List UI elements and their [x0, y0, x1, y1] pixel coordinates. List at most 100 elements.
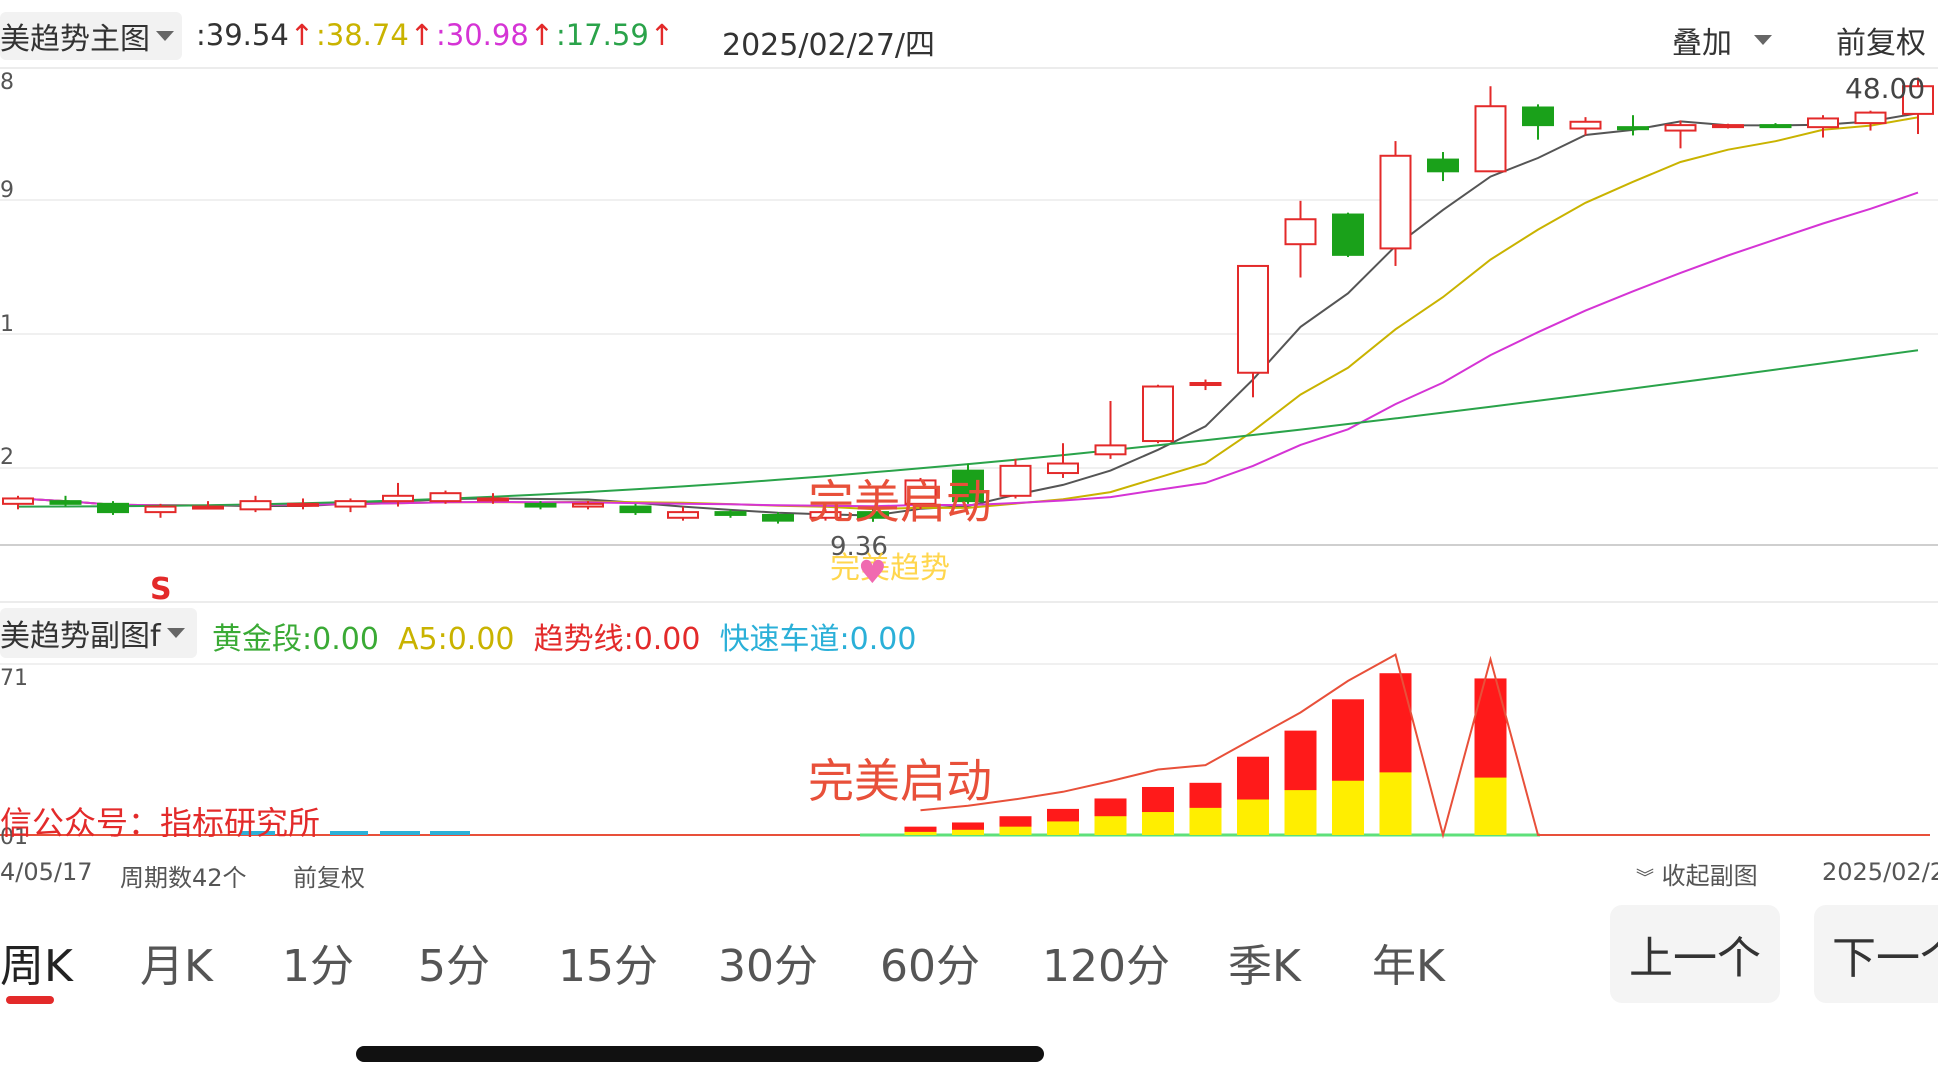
sub-bar-yellow [1474, 777, 1507, 835]
main-indicator-select[interactable]: 美趋势主图 [0, 12, 182, 60]
tab-1min[interactable]: 1分 [282, 941, 354, 992]
candle-body [1237, 264, 1269, 374]
golden-section-value: 黄金段:0.00 [212, 622, 379, 657]
end-date: 2025/02/2 [1822, 858, 1938, 886]
candle-body [1142, 385, 1174, 443]
tab-15min[interactable]: 15分 [558, 941, 658, 992]
watermark-text: 信公众号：指标研究所 [0, 804, 321, 842]
candle-body [1332, 213, 1364, 256]
candle-body [382, 494, 414, 503]
candle-body [97, 502, 129, 514]
home-indicator[interactable] [356, 1046, 1044, 1062]
candle-body [1617, 126, 1649, 131]
chevron-down-icon [1754, 35, 1772, 45]
tab-30min[interactable]: 30分 [718, 941, 818, 992]
candle-body [1759, 124, 1792, 129]
prev-stock-button[interactable]: 上一个 [1610, 905, 1780, 1003]
tab-yearly[interactable]: 年K [1372, 941, 1445, 992]
adjust-button[interactable]: 前复权 [1836, 18, 1926, 62]
ma10-value: :38.74↑ [316, 18, 435, 52]
candle-body [952, 469, 984, 503]
ma5-value: :39.54↑ [196, 18, 315, 52]
y-tick: 9 [0, 178, 14, 203]
sub-annotation-perfect-start: 完美启动 [808, 754, 992, 808]
sub-indicator-values: 黄金段:0.00 A5:0.00 趋势线:0.00 快速车道:0.00 [212, 614, 916, 658]
candle-body [192, 505, 224, 510]
trend-line-value: 趋势线:0.00 [533, 622, 701, 657]
chevron-down-icon [166, 628, 185, 638]
candle-body [572, 502, 604, 508]
candle-body [714, 511, 747, 516]
main-indicator-label: 美趋势主图 [0, 22, 150, 57]
sub-bar-cyan [330, 831, 368, 835]
candle-body [1664, 124, 1697, 132]
start-date: 4/05/17 [0, 858, 93, 886]
candle-body [144, 505, 177, 514]
tab-monthly[interactable]: 月K [140, 941, 213, 992]
candle-body [2, 497, 34, 505]
sub-bar-cyan [380, 831, 420, 835]
candle-body [857, 511, 889, 519]
ma20-value: :30.98↑ [436, 18, 555, 52]
sub-bar-yellow [1189, 807, 1222, 835]
price-low-label: 9.36 [830, 532, 888, 562]
tab-120min[interactable]: 120分 [1042, 941, 1170, 992]
candle-body [1284, 218, 1317, 246]
sell-signal: S [150, 572, 172, 607]
prev-label: 上一个 [1629, 933, 1761, 984]
sub-bar-yellow [1237, 799, 1269, 835]
overlay-button[interactable]: 叠加 [1672, 18, 1772, 62]
candle-body [334, 500, 367, 508]
double-chevron-down-icon: ︾ [1636, 868, 1654, 889]
sub-y-bottom: 01 [0, 825, 28, 850]
sub-indicator-select[interactable]: 美趋势副图f [0, 608, 197, 658]
candle-body [1427, 158, 1459, 173]
ma10-line [17, 116, 1919, 511]
adjust-info: 前复权 [293, 864, 365, 892]
tab-60min[interactable]: 60分 [880, 941, 980, 992]
candle-body [667, 511, 699, 519]
candle-body [1807, 117, 1839, 129]
sub-bar-yellow [999, 826, 1032, 835]
ma5-line [17, 112, 1919, 517]
current-date: 2025/02/27/四 [722, 28, 936, 63]
collapse-sub-button[interactable]: ︾ 收起副图 [1636, 856, 1758, 891]
a5-value: A5:0.00 [397, 622, 515, 657]
sub-bar-yellow [1142, 812, 1174, 835]
sub-bar-yellow [952, 829, 984, 835]
candle-body [524, 502, 557, 508]
annotation-perfect-trend: 完美趋势 [830, 551, 950, 586]
next-label: 下一个 [1832, 933, 1938, 984]
candle-body [287, 502, 319, 507]
candle-body [762, 513, 794, 522]
period-count: 周期数42个 [120, 864, 247, 892]
chevron-down-icon [156, 31, 174, 41]
ma60-value: :17.59↑ [556, 18, 675, 52]
sub-trend-line [920, 653, 1918, 839]
candle-body [239, 500, 272, 511]
candle-body [49, 500, 82, 505]
candle-body [1522, 106, 1554, 127]
tab-weekly[interactable]: 周K [0, 941, 73, 992]
candle-body [429, 492, 462, 503]
sub-bar-cyan [240, 831, 275, 835]
annotation-perfect-start: 完美启动 [808, 475, 992, 529]
heart-icon: ♥ [858, 553, 887, 591]
overlay-label: 叠加 [1672, 26, 1732, 61]
next-stock-button[interactable]: 下一个 [1814, 905, 1938, 1003]
ma20-line [17, 191, 1919, 508]
sub-y-top: 71 [0, 666, 28, 691]
sub-bar-cyan [430, 831, 470, 835]
tab-quarterly[interactable]: 季K [1228, 941, 1301, 992]
candle-body [999, 464, 1032, 497]
candle-body [619, 505, 652, 514]
candlestick-chart[interactable] [0, 0, 1938, 880]
candle-body [477, 497, 509, 502]
tab-5min[interactable]: 5分 [418, 941, 490, 992]
candle-body [1189, 382, 1222, 387]
sub-bar-red [904, 826, 937, 835]
candle-body [1854, 111, 1887, 125]
fast-lane-value: 快速车道:0.00 [719, 622, 917, 657]
sub-bar-yellow [1094, 816, 1127, 835]
y-tick: 8 [0, 70, 14, 95]
